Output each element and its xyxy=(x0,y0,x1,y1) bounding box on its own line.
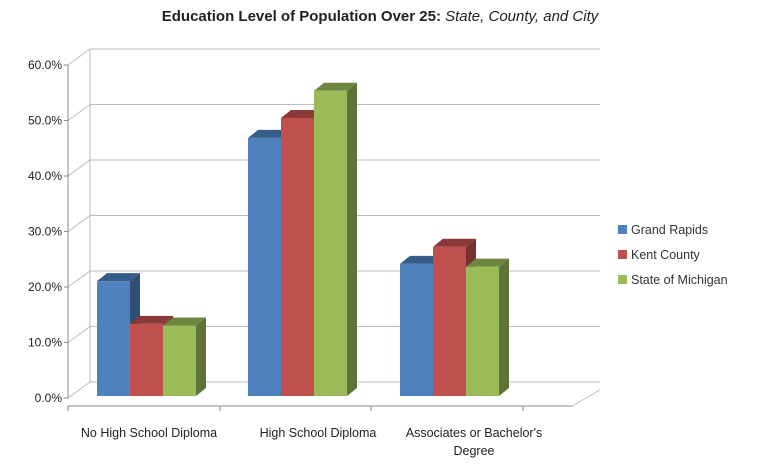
legend-item-kent-county: Kent County xyxy=(618,242,728,267)
gridline-diagonal xyxy=(67,270,91,288)
category-label: High School Diploma xyxy=(259,426,377,440)
bar xyxy=(466,266,499,396)
category-label: No High School Diploma xyxy=(80,426,218,440)
gridline-diagonal xyxy=(67,326,91,343)
bar-top xyxy=(433,238,476,247)
bar xyxy=(163,325,196,396)
legend-item-state-of-michigan: State of Michigan xyxy=(618,267,728,292)
gridline-diagonal xyxy=(67,381,91,399)
bar-top xyxy=(130,315,173,324)
bar-top xyxy=(248,129,291,138)
y-tick-label: 30.0% xyxy=(28,225,62,239)
legend-label: Grand Rapids xyxy=(631,222,709,237)
y-tick-label: 0.0% xyxy=(35,391,63,405)
y-tick-label: 50.0% xyxy=(28,114,62,128)
legend-swatch xyxy=(618,250,627,259)
y-tick-label: 40.0% xyxy=(28,169,62,183)
legend: Grand Rapids Kent County State of Michig… xyxy=(618,217,728,292)
gridline-diagonal xyxy=(67,159,91,177)
y-tick-label: 20.0% xyxy=(28,280,62,294)
bar xyxy=(97,281,130,396)
y-tick-label: 60.0% xyxy=(28,58,62,72)
y-tick-label: 10.0% xyxy=(28,336,62,350)
bar-top xyxy=(281,109,324,118)
floor-edge xyxy=(571,389,601,407)
legend-swatch xyxy=(618,275,627,284)
category-label: Associates or Bachelor's Degree xyxy=(405,426,543,458)
bar-top xyxy=(400,255,443,264)
chart-title: Education Level of Population Over 25: S… xyxy=(161,8,599,25)
bar-top xyxy=(97,273,140,282)
bar xyxy=(130,323,163,396)
bar-side xyxy=(196,317,206,396)
bar-side xyxy=(347,82,357,396)
gridline-diagonal xyxy=(67,48,91,66)
legend-label: State of Michigan xyxy=(631,272,728,287)
bar-top xyxy=(314,82,357,91)
bar-top xyxy=(163,317,206,326)
gridline-diagonal xyxy=(67,215,91,232)
bar xyxy=(433,246,466,396)
gridline-diagonal xyxy=(67,104,91,121)
legend-swatch xyxy=(618,225,627,234)
bar xyxy=(248,137,281,397)
bar xyxy=(314,90,347,396)
legend-item-grand-rapids: Grand Rapids xyxy=(618,217,728,242)
bar xyxy=(400,263,433,396)
bar-side xyxy=(499,258,509,396)
legend-label: Kent County xyxy=(631,247,700,262)
bar xyxy=(281,117,314,396)
bar-top xyxy=(466,258,509,267)
